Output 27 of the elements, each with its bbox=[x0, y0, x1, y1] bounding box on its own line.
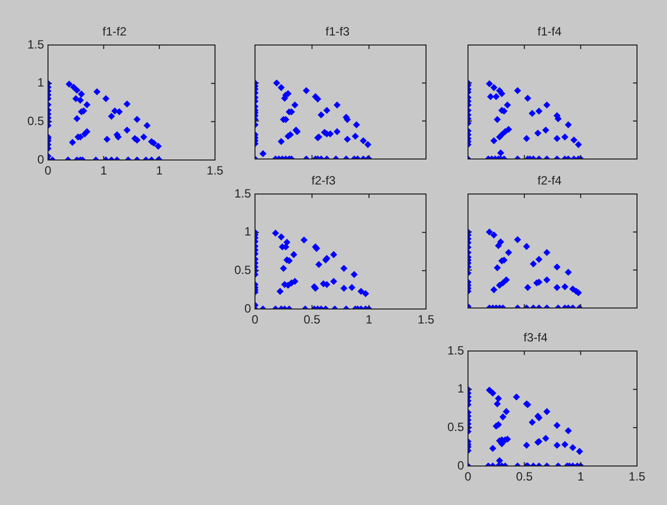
y-tick-label: 0 bbox=[37, 152, 44, 166]
y-tick-label: 0.5 bbox=[447, 420, 464, 434]
x-tick-label: 1.5 bbox=[206, 164, 224, 178]
chart-title: f1-f3 bbox=[325, 24, 350, 39]
y-tick-label: 0.5 bbox=[27, 114, 44, 128]
chart-title: f3-f4 bbox=[523, 330, 548, 345]
y-tick-label: 0.5 bbox=[234, 262, 252, 277]
x-tick-label: 1.5 bbox=[628, 470, 646, 484]
x-tick-label: 0.5 bbox=[516, 470, 533, 484]
y-tick-label: 0 bbox=[244, 301, 252, 316]
y-tick-label: 1 bbox=[37, 76, 44, 90]
y-tick-label: 1.5 bbox=[447, 343, 464, 358]
chart-title: f2-f3 bbox=[311, 174, 336, 188]
y-tick-label: 0 bbox=[457, 458, 464, 472]
y-tick-label: 1 bbox=[457, 382, 464, 396]
x-tick-label: 1.5 bbox=[418, 312, 435, 327]
chart-title: f1-f4 bbox=[537, 24, 562, 39]
y-tick-label: 1.5 bbox=[234, 186, 252, 200]
y-tick-label: 1.5 bbox=[27, 37, 44, 52]
chart-title: f1-f2 bbox=[102, 24, 127, 39]
x-tick-label: 1 bbox=[100, 164, 108, 178]
x-tick-label: 1 bbox=[156, 164, 163, 178]
x-tick-label: 1 bbox=[577, 470, 584, 484]
x-tick-label: 0.5 bbox=[304, 312, 321, 327]
chart-title: f2-f4 bbox=[537, 174, 562, 188]
y-tick-label: 1 bbox=[244, 224, 252, 239]
x-tick-label: 1 bbox=[366, 312, 373, 327]
